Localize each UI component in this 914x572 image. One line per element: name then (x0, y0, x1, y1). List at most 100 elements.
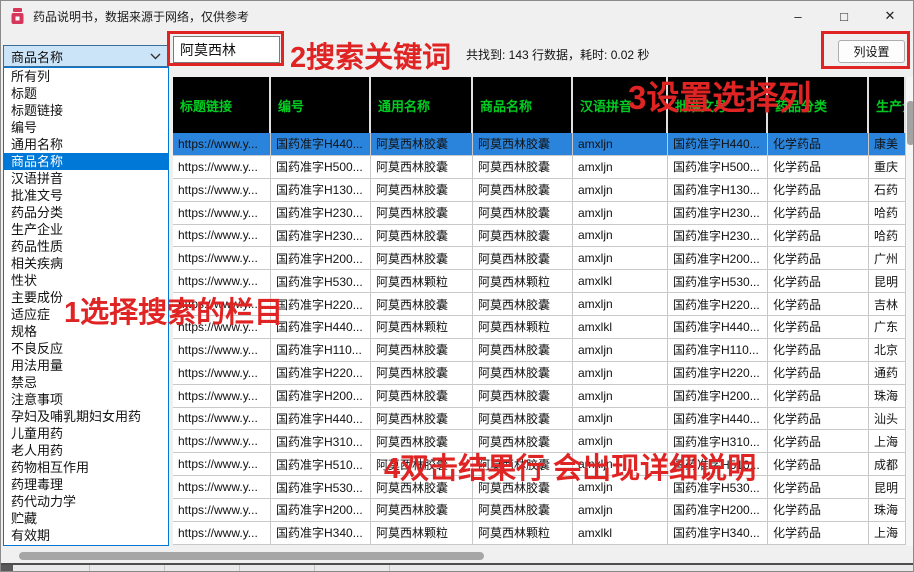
table-cell: 化学药品 (768, 293, 869, 315)
column-settings-button[interactable]: 列设置 (838, 40, 905, 63)
table-cell: amxlkl (573, 270, 668, 293)
table-cell: 化学药品 (768, 384, 869, 407)
table-cell: https://www.y... (173, 521, 271, 544)
table-cell: https://www.y... (173, 316, 271, 338)
table-cell: amxljn (573, 499, 668, 521)
table-row[interactable]: https://www.y... 国药准字H530... 阿莫西林颗粒 阿莫西林颗粒 a… (173, 270, 906, 294)
table-row[interactable]: https://www.y... 国药准字H230... 阿莫西林胶囊 阿莫西林胶囊 a… (173, 201, 906, 225)
table-cell: 阿莫西林颗粒 (473, 316, 573, 338)
table-row[interactable]: https://www.y... 国药准字H440... 阿莫西林胶囊 阿莫西林胶囊 a… (173, 133, 906, 156)
dropdown-item[interactable]: 适应症 (11, 307, 51, 322)
table-cell: https://www.y... (173, 201, 271, 224)
dropdown-item[interactable]: 商品名称 (4, 153, 168, 170)
dropdown-item[interactable]: 药物相互作用 (11, 460, 90, 475)
dropdown-item[interactable]: 所有列 (11, 69, 51, 84)
table-cell: 阿莫西林胶囊 (371, 201, 473, 224)
dropdown-item[interactable]: 禁忌 (11, 375, 38, 390)
dropdown-item[interactable]: 性状 (11, 273, 38, 288)
table-cell: 国药准字H200... (668, 384, 768, 407)
column-header[interactable]: 商品名称 (473, 77, 573, 133)
maximize-icon[interactable]: □ (840, 8, 848, 24)
dropdown-item[interactable]: 贮藏 (11, 511, 38, 526)
table-row[interactable]: https://www.y... 国药准字H130... 阿莫西林胶囊 阿莫西林胶囊 a… (173, 178, 906, 202)
minimize-icon[interactable]: – (794, 8, 802, 24)
table-row[interactable]: https://www.y... 国药准字H440... 阿莫西林颗粒 阿莫西林颗粒 a… (173, 316, 906, 339)
dropdown-item[interactable]: 药代动力学 (11, 494, 77, 509)
table-cell: 吉林 (869, 293, 906, 315)
dropdown-item[interactable]: 注意事项 (11, 392, 64, 407)
table-row[interactable]: https://www.y... 国药准字H220... 阿莫西林胶囊 阿莫西林胶囊 a… (173, 293, 906, 316)
dropdown-item[interactable]: 标题 (11, 86, 38, 101)
table-row[interactable]: https://www.y... 国药准字H440... 阿莫西林胶囊 阿莫西林胶囊 a… (173, 407, 906, 431)
dropdown-item[interactable]: 老人用药 (11, 443, 64, 458)
search-input[interactable] (173, 36, 280, 63)
table-cell: 国药准字H310... (271, 430, 371, 453)
dropdown-item[interactable]: 药理毒理 (11, 477, 64, 492)
result-status: 共找到: 143 行数据，耗时: 0.02 秒 (466, 48, 650, 62)
table-row[interactable]: https://www.y... 国药准字H220... 阿莫西林胶囊 阿莫西林胶囊 a… (173, 361, 906, 385)
table-cell: 阿莫西林胶囊 (371, 384, 473, 407)
dropdown-item[interactable]: 规格 (11, 324, 38, 339)
vertical-scrollbar-thumb[interactable] (907, 101, 913, 145)
dropdown-item[interactable]: 生产企业 (11, 222, 64, 237)
table-cell: 国药准字H200... (271, 384, 371, 407)
table-row[interactable]: https://www.y... 国药准字H200... 阿莫西林胶囊 阿莫西林胶囊 a… (173, 384, 906, 408)
table-cell: 国药准字H440... (271, 407, 371, 430)
column-header[interactable]: 批准文号 (668, 77, 768, 133)
dropdown-item[interactable]: 相关疾病 (11, 256, 64, 271)
table-cell: 阿莫西林胶囊 (473, 201, 573, 224)
table-cell: amxljn (573, 201, 668, 224)
dropdown-item[interactable]: 汉语拼音 (11, 171, 64, 186)
table-row[interactable]: https://www.y... 国药准字H340... 阿莫西林颗粒 阿莫西林颗粒 a… (173, 521, 906, 545)
column-header[interactable]: 编号 (271, 77, 371, 133)
dropdown-item[interactable]: 孕妇及哺乳期妇女用药 (11, 409, 142, 424)
table-cell: 成都 (869, 453, 906, 476)
table-cell: 国药准字H530... (271, 476, 371, 498)
table-cell: 化学药品 (768, 133, 869, 155)
dropdown-item[interactable]: 药品性质 (11, 239, 64, 254)
table-cell: 国药准字H130... (668, 178, 768, 201)
column-header[interactable]: 标题链接 (173, 77, 271, 133)
table-cell: 国药准字H220... (668, 293, 768, 315)
table-cell: 化学药品 (768, 155, 869, 178)
column-header[interactable]: 生产企业 (869, 77, 906, 133)
table-row[interactable]: https://www.y... 国药准字H230... 阿莫西林胶囊 阿莫西林胶囊 a… (173, 224, 906, 248)
table-cell: 国药准字H440... (271, 133, 371, 155)
dropdown-item[interactable]: 编号 (11, 120, 38, 135)
table-cell: https://www.y... (173, 499, 271, 521)
dropdown-item[interactable]: 不良反应 (11, 341, 64, 356)
table-cell: 国药准字H500... (668, 155, 768, 178)
horizontal-scrollbar-thumb[interactable] (19, 552, 484, 560)
divider (389, 565, 390, 571)
horizontal-scrollbar[interactable] (3, 551, 906, 561)
table-row[interactable]: https://www.y... 国药准字H510... 阿莫西林胶囊 阿莫西林胶囊 a… (173, 453, 906, 477)
table-cell: amxljn (573, 338, 668, 361)
close-icon[interactable]: ✕ (884, 8, 896, 23)
table-cell: 阿莫西林胶囊 (473, 224, 573, 247)
dropdown-item[interactable]: 用法用量 (11, 358, 64, 373)
dropdown-item[interactable]: 通用名称 (11, 137, 64, 152)
table-cell: 化学药品 (768, 270, 869, 293)
table-cell: 阿莫西林颗粒 (371, 521, 473, 544)
table-row[interactable]: https://www.y... 国药准字H200... 阿莫西林胶囊 阿莫西林胶囊 a… (173, 247, 906, 271)
table-cell: amxlkl (573, 521, 668, 544)
dropdown-item[interactable]: 有效期 (11, 528, 51, 543)
dropdown-item[interactable]: 批准文号 (11, 188, 64, 203)
table-row[interactable]: https://www.y... 国药准字H310... 阿莫西林胶囊 阿莫西林胶囊 a… (173, 430, 906, 454)
vertical-scrollbar[interactable] (906, 77, 913, 546)
dropdown-item[interactable]: 主要成份 (11, 290, 64, 305)
table-row[interactable]: https://www.y... 国药准字H110... 阿莫西林胶囊 阿莫西林胶囊 a… (173, 338, 906, 362)
dropdown-item[interactable]: 标题链接 (11, 103, 64, 118)
search-column-combobox[interactable]: 商品名称 (3, 45, 169, 67)
table-row[interactable]: https://www.y... 国药准字H200... 阿莫西林胶囊 阿莫西林胶囊 a… (173, 499, 906, 522)
table-row[interactable]: https://www.y... 国药准字H500... 阿莫西林胶囊 阿莫西林胶囊 a… (173, 155, 906, 179)
column-header[interactable]: 通用名称 (371, 77, 473, 133)
table-cell: 国药准字H440... (668, 133, 768, 155)
table-cell: amxljn (573, 178, 668, 201)
dropdown-item[interactable]: 儿童用药 (11, 426, 64, 441)
dropdown-item[interactable]: 药品分类 (11, 205, 64, 220)
table-row[interactable]: https://www.y... 国药准字H530... 阿莫西林胶囊 阿莫西林胶囊 a… (173, 476, 906, 499)
column-header[interactable]: 汉语拼音 (573, 77, 668, 133)
column-header[interactable]: 药品分类 (768, 77, 869, 133)
taskbar-sliver (1, 563, 913, 571)
